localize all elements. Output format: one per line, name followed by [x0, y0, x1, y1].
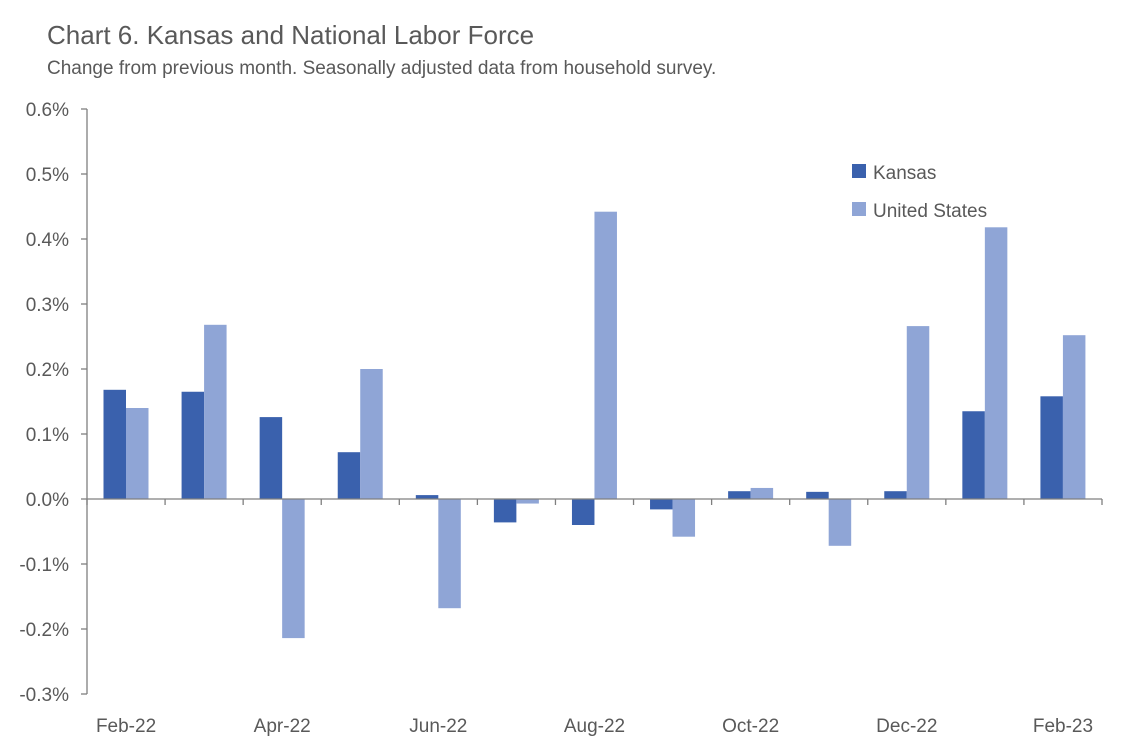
chart-title: Chart 6. Kansas and National Labor Force: [47, 20, 535, 50]
bar-united-states: [282, 499, 305, 639]
x-tick-label: Apr-22: [254, 716, 311, 737]
bar-united-states: [594, 211, 617, 499]
bar-united-states: [750, 487, 774, 499]
y-tick-label: 0.0%: [26, 490, 69, 511]
y-tick-label: 0.5%: [26, 165, 69, 186]
bar-kansas: [728, 491, 751, 499]
bar-kansas: [493, 499, 517, 523]
bar-united-states: [984, 227, 1008, 500]
bar-kansas: [181, 391, 205, 499]
bar-united-states: [828, 499, 852, 546]
legend-label: Kansas: [873, 163, 936, 184]
legend-swatch: [852, 164, 866, 178]
bar-united-states: [906, 326, 930, 499]
bar-united-states: [438, 499, 461, 609]
legend: Kansas United States: [852, 163, 987, 222]
bar-united-states: [204, 324, 227, 499]
y-tick-label: 0.2%: [26, 360, 69, 381]
legend-swatch: [852, 202, 866, 216]
x-tick-label: Jun-22: [409, 716, 467, 737]
y-tick-label: 0.1%: [26, 425, 69, 446]
bar-kansas: [1040, 396, 1063, 499]
y-tick-label: -0.3%: [19, 685, 69, 706]
bar-kansas: [962, 411, 985, 499]
bar-united-states: [516, 499, 539, 504]
bar-kansas: [415, 495, 439, 499]
x-tick-label: Dec-22: [876, 716, 937, 737]
bar-kansas: [571, 499, 595, 525]
bar-kansas: [806, 491, 829, 499]
bar-kansas: [650, 499, 673, 510]
x-tick-label: Feb-23: [1033, 716, 1093, 737]
bar-kansas: [884, 491, 907, 499]
y-tick-label: 0.6%: [26, 100, 69, 121]
y-tick-label: -0.2%: [19, 620, 69, 641]
bar-kansas: [337, 452, 361, 499]
bar-kansas: [259, 417, 283, 499]
y-tick-label: 0.3%: [26, 295, 69, 316]
y-tick-label: -0.1%: [19, 555, 69, 576]
y-tick-label: 0.4%: [26, 230, 69, 251]
chart-subtitle: Change from previous month. Seasonally a…: [47, 58, 717, 79]
bar-united-states: [672, 499, 696, 537]
bar-united-states: [1062, 335, 1086, 499]
x-tick-label: Feb-22: [96, 716, 156, 737]
x-axis: Feb-22 Apr-22 Jun-22 Aug-22 Oct-22 Dec-22 Feb-…: [86, 498, 1103, 737]
y-axis: 0.6% 0.5% 0.4% 0.3% 0.2% 0.1% 0.0% -0.1% -0.2% -0…: [19, 100, 88, 706]
legend-label: United States: [873, 201, 987, 222]
bar-united-states: [360, 369, 383, 499]
bar-united-states: [126, 408, 149, 499]
bar-kansas: [103, 389, 126, 499]
bars: [103, 211, 1086, 639]
x-tick-label: Aug-22: [564, 716, 625, 737]
x-tick-label: Oct-22: [722, 716, 779, 737]
